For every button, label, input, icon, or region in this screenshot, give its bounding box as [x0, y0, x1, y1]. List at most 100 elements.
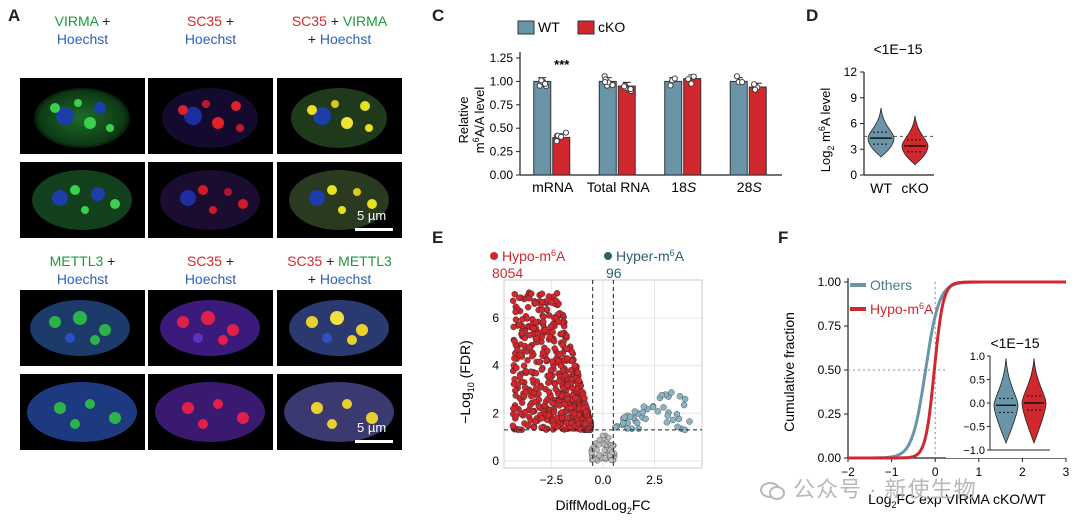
- micrograph-mettl3-1: [20, 290, 145, 366]
- point-hypo: [531, 398, 539, 406]
- point-hyper: [612, 424, 619, 431]
- data-point: [609, 82, 616, 89]
- inset-pvalue: <1E−15: [990, 335, 1039, 351]
- x-tick-label: −2.5: [540, 473, 564, 487]
- inset-y-tick-label: −0.5: [963, 422, 985, 434]
- point-hypo: [563, 345, 570, 353]
- point-ns: [609, 449, 616, 455]
- legend-dot-hypo: [490, 252, 498, 260]
- bar-wt: [598, 80, 617, 176]
- point-hypo: [529, 352, 536, 360]
- legend-label-wt: WT: [538, 19, 560, 35]
- point-hyper: [680, 401, 688, 409]
- chart-f: 0.00 0.25 0.50 0.75 1.00 −2 −1 0 1 2 3 Others Hypo-m…: [781, 275, 1070, 510]
- data-point: [553, 138, 560, 145]
- x-tick-label: 2.5: [646, 473, 663, 487]
- point-hypo: [564, 355, 571, 362]
- caption-merge-mettl3: SC35 + METTL3 + Hoechst: [277, 252, 402, 288]
- caption-hoechst: Hoechst: [319, 271, 372, 287]
- y-tick-label: 0.50: [490, 121, 514, 135]
- chart-c: WT cKO 0.00 0.25 0.50 0.75 1.00 1.25 Relativem6A…: [456, 19, 782, 195]
- point-hypo: [545, 388, 553, 396]
- point-hypo: [558, 330, 566, 337]
- point-hypo: [557, 362, 565, 369]
- caption-virma: VIRMA: [342, 13, 388, 29]
- y-tick-label: 2: [492, 406, 499, 420]
- caption-plus: +: [326, 13, 343, 29]
- point-hypo: [559, 341, 566, 349]
- data-point: [558, 133, 565, 140]
- point-hypo: [546, 372, 553, 379]
- x-tick-label: 2: [1019, 465, 1026, 479]
- point-hypo: [511, 290, 518, 298]
- y-tick-label: 0.75: [490, 98, 514, 112]
- point-hypo: [524, 357, 531, 364]
- point-hypo: [509, 297, 517, 304]
- legend-label-hypo: Hypo-m6A: [870, 301, 934, 317]
- point-hypo: [564, 395, 571, 403]
- caption-plus: +: [322, 253, 339, 269]
- y-tick-label: 6: [850, 117, 857, 131]
- panel-c-label: C: [432, 6, 445, 25]
- data-point: [690, 73, 697, 80]
- point-hypo: [522, 388, 530, 396]
- y-tick-label: 1.00: [818, 275, 842, 289]
- x-tick-label: −1: [885, 465, 899, 479]
- data-point: [733, 73, 741, 80]
- y-tick-label: 0.25: [490, 145, 514, 159]
- caption-plus: +: [307, 31, 320, 47]
- point-hypo: [529, 376, 536, 383]
- x-tick-label: Total RNA: [587, 179, 651, 195]
- micrograph-sc35-1: [148, 78, 273, 154]
- point-hypo: [523, 315, 531, 322]
- point-hypo: [530, 325, 537, 332]
- y-tick-label: 1.25: [490, 51, 514, 65]
- caption-sc35-hoechst-2: SC35 + Hoechst: [148, 252, 273, 288]
- caption-hoechst: Hoechst: [184, 31, 237, 47]
- point-hypo: [525, 422, 532, 429]
- point-hypo: [512, 308, 519, 316]
- point-hypo: [538, 415, 545, 422]
- micrograph-merge-3: [277, 290, 402, 366]
- caption-hoechst: Hoechst: [56, 271, 109, 287]
- point-hypo: [543, 357, 550, 364]
- point-hypo: [536, 358, 543, 366]
- point-hypo: [529, 408, 536, 415]
- point-ns: [608, 457, 615, 464]
- x-tick-label: 0.0: [595, 473, 612, 487]
- point-hypo: [540, 318, 547, 326]
- y-axis-label: Cumulative fraction: [781, 312, 797, 432]
- caption-sc35: SC35: [186, 13, 222, 29]
- plot-frame: [503, 279, 703, 469]
- micrograph-sc35-4: [148, 374, 273, 450]
- scale-bar-label: 5 µm: [357, 208, 387, 223]
- x-tick-label: cKO: [901, 180, 928, 196]
- point-hypo: [516, 294, 523, 302]
- point-hyper: [676, 393, 684, 400]
- point-hypo: [538, 424, 545, 431]
- y-axis-label: Relative: [456, 97, 471, 144]
- point-hypo: [547, 323, 554, 330]
- y-tick-label: 6: [492, 311, 499, 325]
- x-tick-label: 28S: [737, 179, 763, 195]
- point-hypo: [549, 400, 556, 407]
- point-hypo: [512, 316, 520, 323]
- point-hyper: [635, 425, 642, 432]
- scale-bar: [355, 440, 393, 443]
- point-hypo: [524, 304, 532, 311]
- panel-f-label: F: [778, 228, 789, 247]
- point-hypo: [511, 355, 518, 362]
- point-hypo: [525, 344, 533, 351]
- point-hyper: [674, 423, 681, 431]
- watermark-text: 公众号 · 新使生物: [793, 477, 977, 502]
- point-hypo: [558, 409, 565, 416]
- significance-annotation: ***: [554, 57, 570, 72]
- data-point: [542, 80, 549, 87]
- panel-a-label: A: [8, 6, 21, 25]
- point-hypo: [518, 399, 526, 406]
- micrograph-virma-1: [20, 78, 145, 154]
- point-ns: [596, 452, 602, 459]
- inset-y-tick-label: 1.0: [970, 351, 985, 363]
- point-hypo: [526, 331, 533, 339]
- point-hypo: [516, 373, 524, 381]
